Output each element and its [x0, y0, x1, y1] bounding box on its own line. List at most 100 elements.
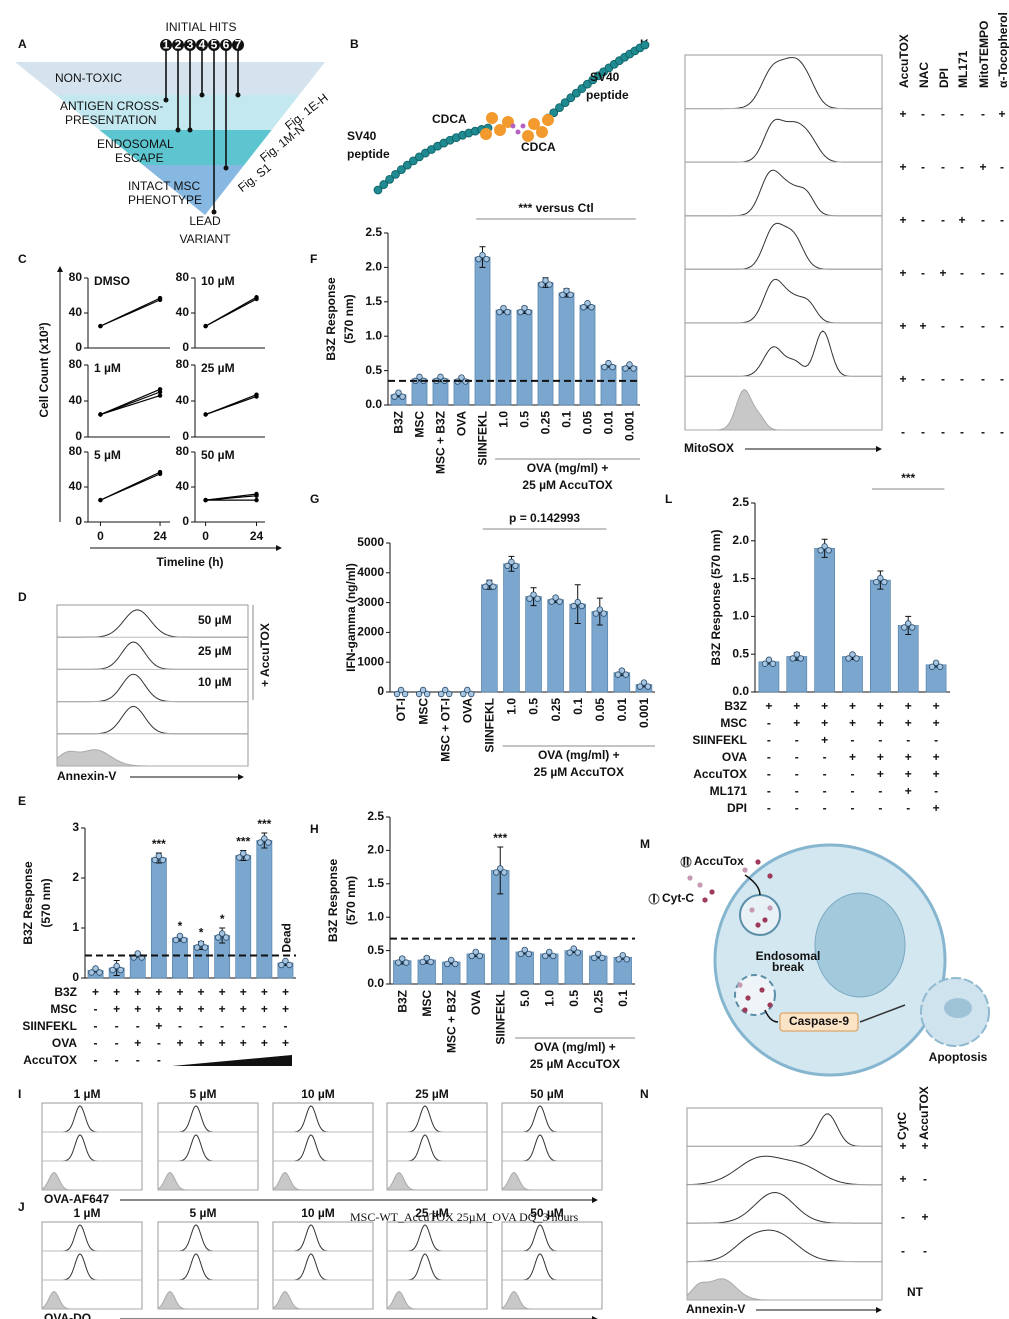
- control-histogram: [687, 1279, 882, 1300]
- overlay-text: MSC-WT_AccuTOX 25µM_OVA DQ_3 hours: [350, 1210, 578, 1224]
- molecule: [697, 882, 702, 887]
- axis-label: OVA-AF647: [44, 1192, 109, 1206]
- annotation: *: [220, 912, 225, 926]
- replicate-dot: [909, 625, 915, 631]
- replicate-dot: [223, 935, 229, 941]
- x-tick-label: SIINFEKL: [483, 698, 497, 753]
- treatment-mark: -: [1000, 372, 1004, 386]
- x-tick-label: 0.01: [615, 698, 629, 722]
- replicate-dot: [287, 962, 293, 968]
- concentration: 50 µM: [530, 1087, 564, 1101]
- y-tick-label: 40: [69, 393, 83, 407]
- condition-mark: +: [282, 985, 289, 999]
- y-tick-label: 2.5: [732, 495, 749, 509]
- x-tick-label: 0.01: [602, 411, 616, 435]
- histogram: [685, 331, 882, 377]
- treatment-mark: -: [960, 107, 964, 121]
- group-label: OVA (mg/ml) +: [538, 748, 620, 762]
- subplot-title: 5 µM: [94, 448, 121, 462]
- replicate-dot: [513, 563, 519, 569]
- peptide-bead: [641, 41, 649, 49]
- x-tick-label: MSC: [413, 411, 427, 438]
- replicate-dot: [446, 691, 452, 697]
- treatment: + AccuTOX: [258, 623, 272, 687]
- molecule: [742, 867, 747, 872]
- panel-label: A: [18, 37, 27, 51]
- y-tick-label: 0.0: [367, 976, 384, 990]
- replicate-dot: [266, 840, 272, 846]
- panel-label: B: [350, 37, 359, 51]
- panel-label: H: [310, 822, 319, 836]
- replicate-line: [206, 297, 257, 326]
- condition-mark: +: [821, 699, 828, 713]
- x-tick-label: 0.05: [593, 698, 607, 722]
- condition-mark: +: [765, 699, 772, 713]
- treatment-mark: +: [899, 1139, 906, 1153]
- molecule: [767, 905, 772, 910]
- condition-label: MSC: [50, 1002, 77, 1016]
- point: [98, 498, 102, 502]
- funnel-level: ENDOSOMAL: [97, 137, 174, 151]
- condition-mark: -: [851, 784, 855, 798]
- condition-mark: -: [906, 733, 910, 747]
- y-tick-label: 40: [69, 305, 83, 319]
- replicate-dot: [452, 961, 458, 967]
- hit-number: 3: [187, 38, 194, 52]
- treatment-mark: -: [921, 372, 925, 386]
- condition-mark: +: [134, 985, 141, 999]
- condition-mark: +: [877, 767, 884, 781]
- hit-number: 6: [223, 38, 230, 52]
- condition-mark: +: [905, 750, 912, 764]
- replicate-dot: [477, 953, 483, 959]
- bar: [467, 954, 485, 984]
- x-tick-label: 5.0: [518, 990, 532, 1007]
- panel-label: N: [640, 1087, 649, 1101]
- bar: [580, 305, 595, 405]
- condition-mark: +: [261, 1036, 268, 1050]
- x-tick-label: OVA: [469, 990, 483, 1015]
- y-axis-label: Cell Count (x10³): [37, 322, 51, 417]
- condition-mark: -: [115, 1036, 119, 1050]
- x-tick-label: 0.1: [560, 411, 574, 428]
- point: [203, 498, 207, 502]
- arrow-head: [57, 266, 63, 272]
- m-label: Caspase-9: [789, 1014, 849, 1028]
- replicate-line: [100, 389, 160, 414]
- x-tick-label: 0.001: [637, 698, 651, 728]
- condition-mark: -: [767, 801, 771, 815]
- treatment-mark: -: [981, 372, 985, 386]
- condition-mark: -: [157, 1036, 161, 1050]
- treatment-mark: +: [899, 1172, 906, 1186]
- condition-mark: +: [933, 767, 940, 781]
- x-tick-label: B3Z: [392, 411, 406, 434]
- condition-mark: -: [795, 750, 799, 764]
- bar: [815, 548, 835, 692]
- cdca-bead: [480, 128, 492, 140]
- hit-dot: [236, 93, 241, 98]
- condition-mark: +: [240, 1002, 247, 1016]
- molecule: [767, 873, 772, 878]
- funnel-title: INITIAL HITS: [166, 20, 237, 34]
- point: [254, 498, 258, 502]
- linker: [516, 130, 521, 135]
- m-label: Apoptosis: [929, 1050, 988, 1064]
- x-tick-label: 0.1: [616, 990, 630, 1007]
- replicate-dot: [568, 292, 574, 298]
- molecule: [759, 987, 764, 992]
- treatment-header: DPI: [937, 68, 951, 88]
- histogram: [685, 279, 882, 323]
- condition-mark: +: [113, 985, 120, 999]
- y-tick-label: 3000: [357, 595, 384, 609]
- condition-mark: -: [851, 767, 855, 781]
- treatment-mark: +: [958, 213, 965, 227]
- replicate-dot: [501, 870, 507, 876]
- treatment-mark: -: [923, 1244, 927, 1258]
- x-tick-label: MSC + B3Z: [444, 990, 458, 1053]
- linker: [521, 124, 526, 129]
- y-tick-label: 80: [69, 357, 83, 371]
- histogram: [158, 1135, 258, 1161]
- lead: LEAD: [189, 214, 221, 228]
- bar: [601, 365, 616, 405]
- annotation: *: [199, 926, 204, 940]
- panel-label: C: [18, 252, 27, 266]
